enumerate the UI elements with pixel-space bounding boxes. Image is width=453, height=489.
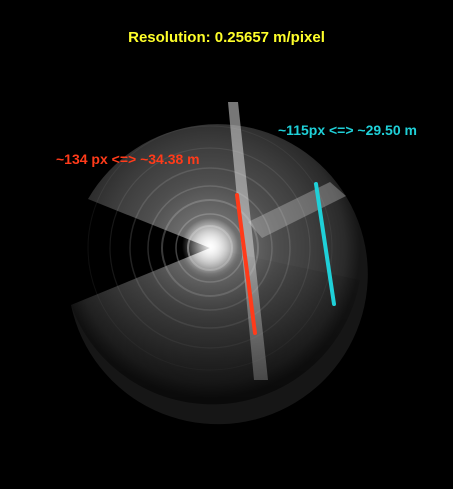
resolution-label: Resolution: 0.25657 m/pixel — [128, 29, 325, 46]
measurement-label-red: ~134 px <=> ~34.38 m — [56, 151, 200, 167]
sonar-center — [182, 218, 238, 274]
measurement-line-cyan — [314, 182, 336, 306]
measurement-line-red — [235, 193, 257, 335]
measurement-label-cyan: ~115px <=> ~29.50 m — [278, 122, 417, 138]
structure-reflection — [248, 182, 346, 238]
